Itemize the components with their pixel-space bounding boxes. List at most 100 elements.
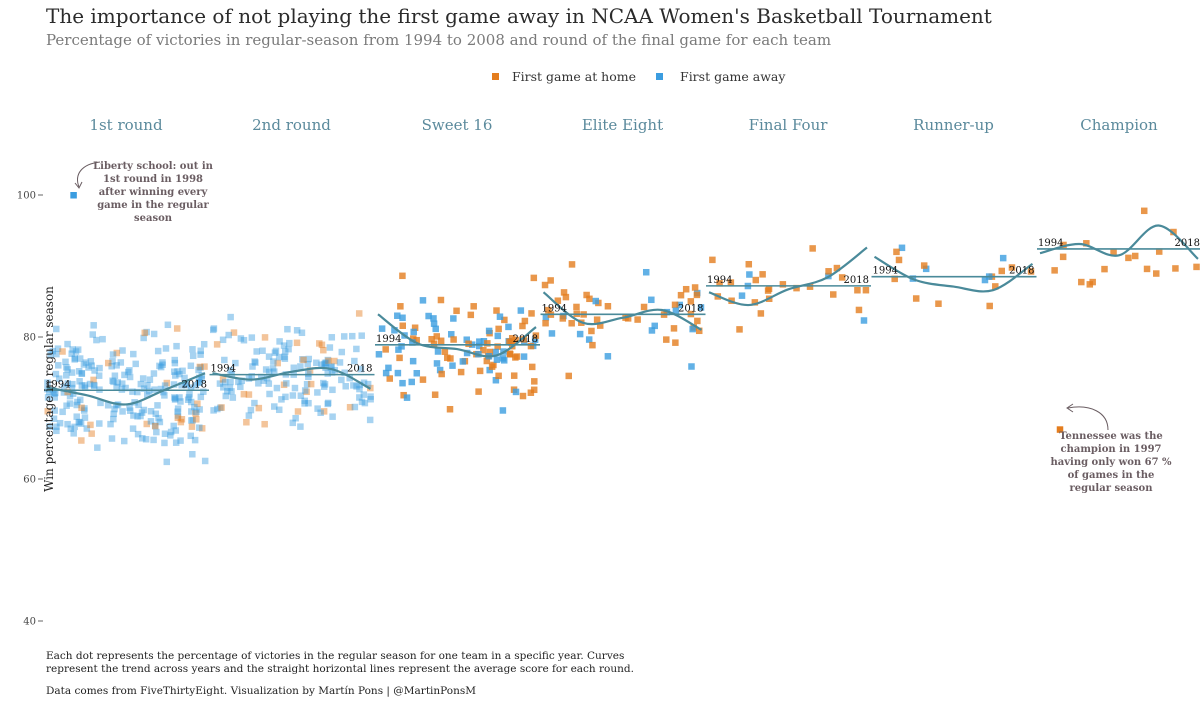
point-home (512, 336, 519, 344)
facet-title: Runner-up (913, 116, 994, 134)
point-home (568, 320, 575, 327)
point-away (172, 427, 180, 434)
point-home (113, 349, 121, 357)
point-home (530, 274, 538, 282)
point-home (397, 303, 404, 310)
point-away (170, 381, 178, 388)
point-away (245, 412, 253, 419)
point-away (197, 347, 204, 355)
point-away (96, 364, 103, 372)
point-away (338, 348, 346, 356)
legend: First game at home First game away (492, 69, 805, 84)
chart-title: The importance of not playing the first … (46, 4, 992, 28)
point-away (688, 363, 695, 370)
point-home (1131, 252, 1139, 260)
point-away (51, 407, 58, 414)
point-home (854, 286, 861, 294)
point-away (224, 387, 231, 395)
point-away (394, 312, 401, 319)
point-away (44, 379, 51, 386)
point-away (592, 297, 599, 305)
point-away (356, 385, 363, 393)
point-away (531, 336, 539, 344)
point-away (137, 412, 144, 420)
point-away (110, 410, 117, 418)
point-away (107, 420, 114, 428)
point-home (709, 256, 716, 264)
point-away (651, 322, 658, 330)
point-away (126, 404, 133, 411)
point-away (138, 409, 146, 416)
point-away (53, 350, 60, 358)
point-away (191, 403, 198, 411)
point-home (757, 310, 765, 317)
point-away (55, 362, 62, 369)
point-away (520, 353, 528, 360)
point-away (219, 336, 227, 344)
point-home (512, 354, 519, 361)
point-away (167, 432, 174, 439)
point-away (162, 345, 170, 352)
point-away (50, 415, 58, 422)
point-away (129, 425, 137, 432)
point-home (486, 348, 494, 356)
point-away (174, 368, 181, 375)
point-away (689, 325, 696, 333)
point-away (459, 358, 467, 365)
point-home (751, 299, 759, 306)
year-label-start: 1994 (542, 303, 567, 314)
point-away (164, 321, 172, 329)
point-away (475, 342, 483, 350)
point-home (280, 381, 288, 389)
point-home (634, 316, 641, 323)
point-home (355, 310, 363, 317)
point-home (510, 372, 518, 379)
point-home (1110, 249, 1117, 256)
point-home (261, 334, 269, 341)
point-home (588, 327, 595, 335)
point-away (88, 362, 95, 369)
point-home (586, 295, 593, 303)
point-away (81, 407, 88, 414)
year-label-end: 2018 (1175, 238, 1200, 249)
point-away (45, 388, 53, 396)
point-away (548, 330, 556, 337)
point-home (194, 400, 201, 407)
point-home (596, 322, 604, 329)
point-away (172, 439, 180, 446)
point-away (282, 393, 289, 401)
point-home (1059, 253, 1067, 261)
point-away (76, 355, 84, 362)
point-home (446, 405, 454, 413)
point-away (324, 370, 331, 377)
point-home (682, 285, 690, 293)
point-away (177, 437, 184, 444)
point-away (189, 450, 196, 458)
point-home (547, 277, 554, 284)
point-away (135, 401, 142, 409)
point-home (213, 341, 221, 348)
point-home (862, 286, 870, 294)
point-away (186, 391, 193, 398)
point-away (375, 351, 383, 358)
point-home (303, 388, 310, 396)
point-home (1172, 265, 1179, 272)
point-away (195, 379, 203, 386)
year-label-end: 2018 (347, 364, 372, 375)
point-away (154, 402, 161, 409)
point-away (432, 325, 439, 333)
point-away (63, 402, 70, 409)
annotation-arrow-tennessee (1067, 406, 1109, 431)
point-away (367, 393, 374, 400)
point-away (395, 346, 402, 353)
point-away (191, 436, 199, 444)
point-away (161, 430, 169, 437)
legend-away-swatch (656, 73, 664, 80)
point-home (508, 335, 516, 342)
point-away (251, 399, 258, 407)
point-away (119, 347, 126, 354)
point-home (527, 389, 535, 396)
point-away (74, 346, 82, 353)
point-away (159, 359, 166, 366)
point-away (181, 374, 188, 382)
